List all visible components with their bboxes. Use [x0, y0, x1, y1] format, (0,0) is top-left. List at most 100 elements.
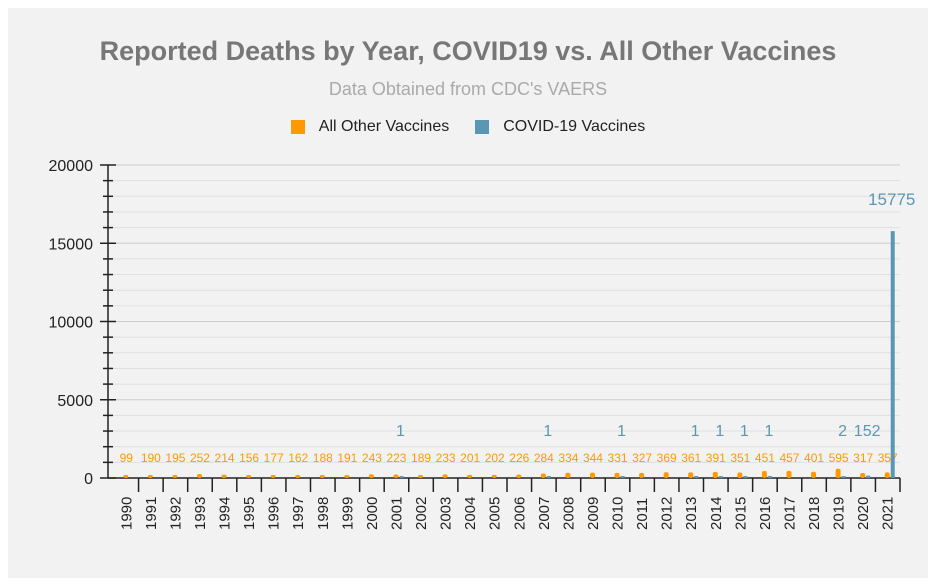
x-tick-label: 2017	[781, 497, 798, 530]
data-label-other: 191	[337, 451, 357, 465]
data-label-other: 202	[485, 451, 505, 465]
bar-other-vaccines	[172, 474, 178, 478]
y-tick-label: 0	[84, 471, 93, 488]
x-tick-label: 2014	[708, 497, 725, 530]
x-tick-label: 1999	[339, 497, 356, 530]
data-label-other: 451	[755, 451, 775, 465]
chart-background	[8, 8, 928, 578]
bar-other-vaccines	[737, 472, 743, 478]
bar-other-vaccines	[418, 475, 424, 478]
bar-other-vaccines	[393, 474, 399, 478]
x-tick-label: 1993	[192, 497, 209, 530]
y-tick-label: 15000	[49, 236, 94, 253]
data-label-other: 201	[460, 451, 480, 465]
data-label-other: 252	[190, 451, 210, 465]
data-label-covid: 1	[740, 423, 749, 440]
x-tick-label: 2006	[511, 497, 528, 530]
bar-other-vaccines	[712, 471, 718, 478]
data-label-other: 99	[120, 451, 134, 465]
x-tick-label: 2001	[388, 497, 405, 530]
y-tick-label: 5000	[57, 393, 93, 410]
legend-item-other[interactable]: All Other Vaccines	[290, 118, 450, 136]
data-label-other: 344	[583, 451, 603, 465]
x-tick-label: 2000	[364, 497, 381, 530]
x-tick-label: 2015	[732, 497, 749, 530]
bar-other-vaccines	[491, 474, 497, 478]
x-tick-label: 1996	[266, 497, 283, 530]
x-tick-label: 2010	[610, 497, 627, 530]
bar-covid-vaccines	[767, 476, 772, 478]
x-tick-label: 2021	[880, 497, 897, 530]
data-label-covid: 1	[396, 423, 405, 440]
data-label-other: 361	[681, 451, 701, 465]
bar-covid-vaccines	[866, 475, 871, 478]
legend: All Other Vaccines COVID-19 Vaccines	[0, 118, 936, 136]
bar-covid-vaccines	[620, 476, 625, 478]
x-tick-label: 2012	[659, 497, 676, 530]
x-tick-label: 2009	[585, 497, 602, 530]
x-tick-label: 1991	[143, 497, 160, 530]
data-label-other: 243	[362, 451, 382, 465]
data-label-covid: 1	[543, 423, 552, 440]
data-label-covid: 1	[764, 423, 773, 440]
data-label-other: 401	[804, 451, 824, 465]
bar-covid-vaccines	[890, 231, 895, 478]
data-label-other: 334	[558, 451, 578, 465]
x-tick-label: 2008	[560, 497, 577, 530]
data-label-other: 156	[239, 451, 259, 465]
bar-other-vaccines	[835, 468, 841, 478]
data-label-other: 331	[608, 451, 628, 465]
data-label-other: 351	[730, 451, 750, 465]
chart-subtitle: Data Obtained from CDC's VAERS	[328, 79, 608, 99]
data-label-other: 284	[534, 451, 554, 465]
bar-other-vaccines	[761, 470, 767, 478]
bar-covid-vaccines	[841, 476, 846, 478]
bar-other-vaccines	[467, 474, 473, 478]
data-label-other: 391	[706, 451, 726, 465]
x-tick-label: 2005	[487, 497, 504, 530]
x-tick-label: 2020	[855, 497, 872, 530]
bar-other-vaccines	[246, 475, 252, 478]
bar-covid-vaccines	[743, 476, 748, 478]
x-tick-label: 2007	[536, 497, 553, 530]
x-tick-label: 2016	[757, 497, 774, 530]
bar-other-vaccines	[295, 475, 301, 478]
bar-other-vaccines	[884, 472, 890, 478]
bar-other-vaccines	[196, 474, 202, 478]
data-label-other: 327	[632, 451, 652, 465]
bar-other-vaccines	[442, 474, 448, 478]
bar-other-vaccines	[663, 472, 669, 478]
x-tick-label: 2019	[831, 497, 848, 530]
x-tick-label: 1997	[290, 497, 307, 530]
data-label-covid: 2	[838, 423, 847, 440]
data-label-other: 457	[779, 451, 799, 465]
bar-covid-vaccines	[718, 476, 723, 478]
legend-swatch-other	[290, 120, 305, 134]
bar-other-vaccines	[614, 472, 620, 478]
y-tick-label: 20000	[49, 158, 94, 175]
bar-other-vaccines	[811, 471, 817, 478]
legend-swatch-covid	[475, 120, 490, 134]
data-label-other: 195	[165, 451, 185, 465]
data-label-other: 317	[853, 451, 873, 465]
x-tick-label: 2003	[438, 497, 455, 530]
bar-covid-vaccines	[694, 476, 699, 478]
bar-other-vaccines	[540, 473, 546, 478]
bar-other-vaccines	[147, 475, 153, 478]
data-label-covid: 1	[715, 423, 724, 440]
legend-label-other: All Other Vaccines	[318, 118, 450, 135]
data-label-other: 595	[829, 451, 849, 465]
bar-covid-vaccines	[546, 476, 551, 478]
bar-covid-vaccines	[399, 476, 404, 478]
data-label-other: 214	[215, 451, 235, 465]
data-label-other: 357	[878, 451, 898, 465]
x-tick-label: 2018	[806, 497, 823, 530]
bar-other-vaccines	[270, 475, 276, 478]
bar-other-vaccines	[565, 472, 571, 478]
data-label-other: 162	[288, 451, 308, 465]
y-tick-label: 10000	[49, 315, 94, 332]
bar-other-vaccines	[860, 473, 866, 478]
legend-item-covid[interactable]: COVID-19 Vaccines	[475, 118, 645, 136]
data-label-other: 189	[411, 451, 431, 465]
